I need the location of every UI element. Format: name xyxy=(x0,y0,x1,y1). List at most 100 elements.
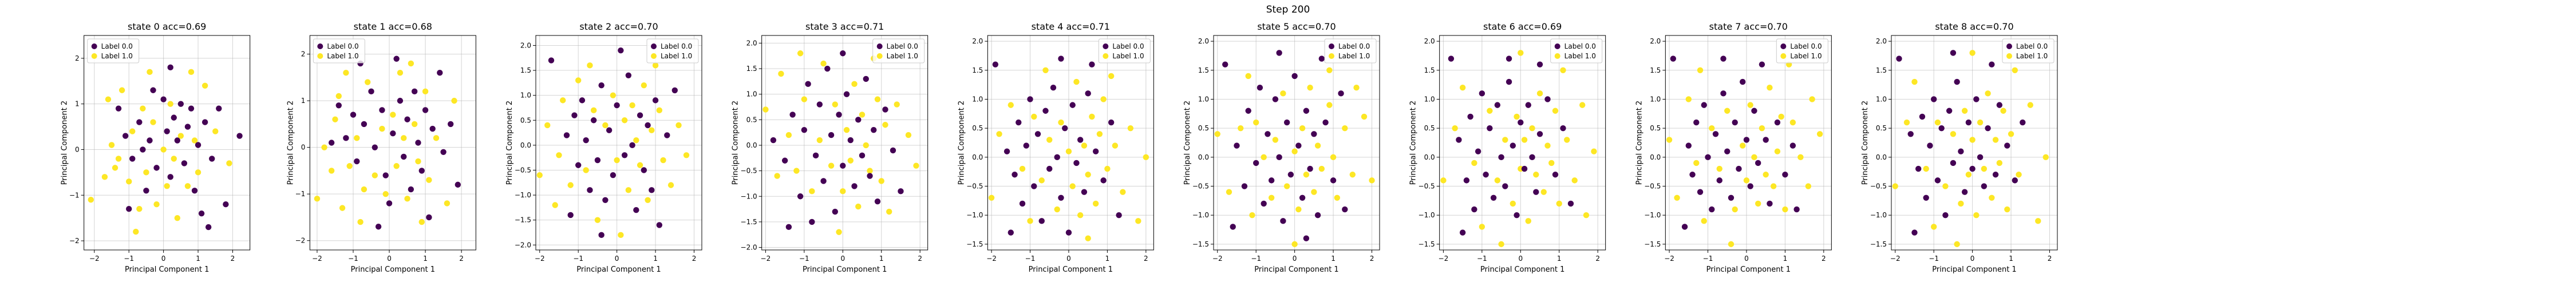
y-tick-label: −0.5 xyxy=(1870,182,1887,190)
point-label-0 xyxy=(1996,102,2003,108)
y-tick-label: 1.5 xyxy=(1424,66,1435,74)
point-label-0 xyxy=(1751,108,1757,114)
legend-entry: Label 1.0 xyxy=(1338,52,1370,60)
point-label-1 xyxy=(1778,113,1784,120)
point-label-0 xyxy=(1291,73,1298,80)
x-tick-label: −1 xyxy=(1251,255,1261,263)
point-label-1 xyxy=(184,183,191,189)
point-label-0 xyxy=(448,121,454,128)
legend-marker xyxy=(1554,43,1560,49)
legend-entry: Label 0.0 xyxy=(1564,42,1596,50)
point-label-1 xyxy=(1487,108,1493,114)
legend: Label 0.0 Label 1.0 xyxy=(872,38,925,63)
point-label-1 xyxy=(2012,67,2018,74)
x-axis-label: Principal Component 1 xyxy=(803,265,887,274)
point-label-0 xyxy=(1338,90,1344,97)
point-label-1 xyxy=(1743,177,1750,184)
point-label-1 xyxy=(1950,131,1957,137)
point-label-0 xyxy=(1077,137,1084,143)
point-label-0 xyxy=(812,152,819,159)
point-label-1 xyxy=(1564,137,1570,143)
point-label-0 xyxy=(1985,125,1991,132)
y-tick-label: −2.0 xyxy=(515,241,531,249)
point-label-1 xyxy=(836,229,842,235)
point-label-1 xyxy=(1038,177,1045,184)
x-tick-label: 0 xyxy=(161,255,166,263)
point-label-0 xyxy=(633,207,639,213)
y-tick-label: 1.5 xyxy=(520,66,531,74)
point-label-1 xyxy=(843,126,850,133)
point-label-1 xyxy=(379,125,385,132)
point-label-0 xyxy=(1318,55,1325,62)
x-tick-label: 1 xyxy=(1783,255,1788,263)
point-label-1 xyxy=(1521,137,1528,143)
point-label-0 xyxy=(1736,165,1742,172)
point-label-1 xyxy=(1693,160,1700,166)
point-label-1 xyxy=(174,214,180,221)
point-label-0 xyxy=(1448,55,1455,62)
point-label-0 xyxy=(1506,78,1512,85)
legend-marker xyxy=(1554,53,1560,59)
point-label-0 xyxy=(1459,229,1466,236)
axes-frame xyxy=(987,35,1154,251)
legend-box xyxy=(1776,38,1828,63)
point-label-0 xyxy=(143,188,149,194)
point-label-0 xyxy=(191,188,198,194)
point-label-0 xyxy=(209,156,215,162)
point-label-1 xyxy=(886,208,892,215)
point-label-0 xyxy=(401,153,407,160)
subplot-2: −2 −1 0 1 2 −2.0 −1.5 −1.0 −0.5 0.0 0.5 1.0 1.5 2.0 st… xyxy=(505,21,702,274)
point-label-0 xyxy=(890,147,896,154)
point-label-0 xyxy=(1915,165,1922,172)
point-label-1 xyxy=(226,160,232,166)
point-label-1 xyxy=(1100,96,1107,102)
point-label-1 xyxy=(1479,224,1485,230)
legend-marker xyxy=(1329,53,1334,59)
point-label-0 xyxy=(1728,194,1735,201)
y-tick-label: 0.5 xyxy=(746,116,757,124)
point-label-0 xyxy=(1977,154,1984,161)
x-tick-label: 2 xyxy=(1595,255,1600,263)
subplot-title: state 5 acc=0.70 xyxy=(1257,21,1336,32)
point-label-1 xyxy=(1674,194,1680,201)
y-tick-label: 0.0 xyxy=(1424,153,1435,161)
point-label-1 xyxy=(2008,131,2014,137)
legend-entry: Label 0.0 xyxy=(327,42,358,50)
point-label-0 xyxy=(1716,177,1722,184)
point-label-1 xyxy=(1903,119,1910,126)
point-label-0 xyxy=(188,105,195,112)
point-label-0 xyxy=(335,102,342,109)
point-label-1 xyxy=(774,173,780,179)
point-label-1 xyxy=(1245,73,1251,80)
point-label-0 xyxy=(1280,218,1286,224)
point-label-1 xyxy=(1809,96,1815,102)
point-label-1 xyxy=(629,102,635,109)
point-label-1 xyxy=(354,135,360,141)
point-label-0 xyxy=(1774,119,1781,126)
point-label-0 xyxy=(641,167,647,173)
point-label-1 xyxy=(618,232,624,239)
point-label-1 xyxy=(832,101,839,108)
point-label-1 xyxy=(1077,212,1084,219)
point-label-1 xyxy=(2000,108,2006,114)
point-label-1 xyxy=(1008,102,1014,108)
point-label-1 xyxy=(1755,200,1761,207)
point-label-1 xyxy=(343,70,349,76)
legend-entry: Label 1.0 xyxy=(887,52,918,60)
point-label-1 xyxy=(1954,241,1960,248)
point-label-1 xyxy=(797,50,804,57)
point-label-1 xyxy=(411,121,418,128)
point-label-1 xyxy=(101,174,108,180)
point-label-1 xyxy=(160,146,167,153)
point-label-1 xyxy=(1318,165,1325,172)
point-label-0 xyxy=(1981,183,1988,189)
point-label-0 xyxy=(1755,160,1761,166)
y-tick-label: −1.0 xyxy=(1644,211,1661,219)
point-label-0 xyxy=(223,201,229,208)
point-label-0 xyxy=(1046,165,1053,172)
x-tick-label: 2 xyxy=(1144,255,1148,263)
point-label-1 xyxy=(913,162,919,169)
point-label-0 xyxy=(1342,206,1348,213)
point-label-1 xyxy=(1728,241,1735,248)
x-axis-label: Principal Component 1 xyxy=(125,265,209,274)
